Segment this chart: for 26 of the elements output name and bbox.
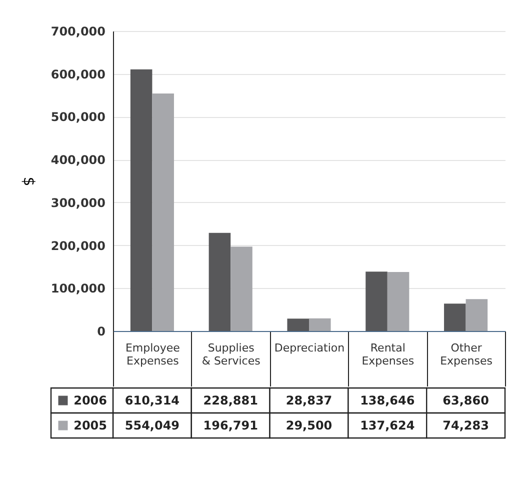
x-tick-label: Rental Expenses [362,342,414,368]
y-tick-label: 500,000 [50,110,106,124]
x-tick-label: Other Expenses [440,342,493,368]
x-tick-label: Depreciation [274,342,345,354]
y-tick-label: 100,000 [50,282,106,296]
data-label: 74,283 [442,418,489,432]
y-tick-label: 300,000 [50,196,106,210]
data-label: 29,500 [286,418,332,432]
data-label: 610,314 [124,394,180,408]
data-label: 137,624 [360,418,415,432]
data-label: 554,049 [124,418,180,432]
data-label: 228,881 [203,394,258,408]
y-axis-title: $ [20,176,38,186]
legend-label: 2005 [74,418,107,432]
y-tick-label: 700,000 [50,24,106,38]
legend-label: 2006 [74,394,107,408]
y-tick-label: 200,000 [50,238,106,253]
data-label: 138,646 [360,394,415,408]
data-label: 28,837 [286,394,332,408]
data-label: 196,791 [203,418,258,432]
y-tick-label: 600,000 [50,67,106,82]
y-tick-label: 400,000 [50,153,106,168]
y-tick-label: 0 [97,324,106,338]
data-label: 63,860 [442,394,489,408]
x-tick-label: Supplies & Services [202,342,261,368]
x-tick-label: Employee Expenses [125,342,180,368]
